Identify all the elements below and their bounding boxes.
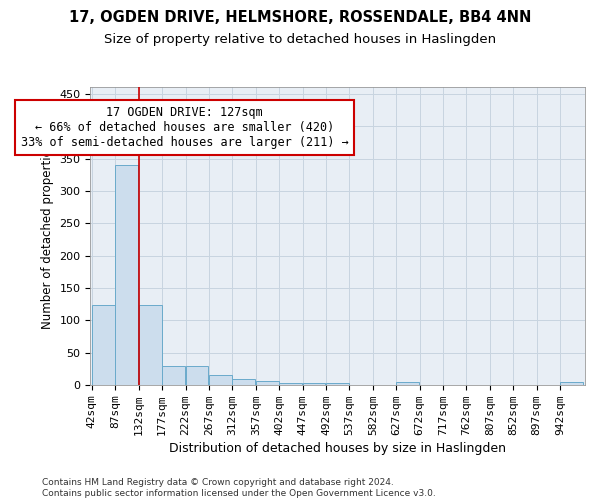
Text: 17, OGDEN DRIVE, HELMSHORE, ROSSENDALE, BB4 4NN: 17, OGDEN DRIVE, HELMSHORE, ROSSENDALE, … — [69, 10, 531, 25]
Y-axis label: Number of detached properties: Number of detached properties — [41, 143, 54, 329]
Text: 17 OGDEN DRIVE: 127sqm
← 66% of detached houses are smaller (420)
33% of semi-de: 17 OGDEN DRIVE: 127sqm ← 66% of detached… — [20, 106, 349, 148]
Bar — [162, 366, 185, 385]
Bar — [209, 375, 232, 385]
X-axis label: Distribution of detached houses by size in Haslingden: Distribution of detached houses by size … — [169, 442, 506, 455]
Bar — [396, 382, 419, 385]
Bar — [560, 382, 583, 385]
Bar — [232, 379, 255, 385]
Text: Size of property relative to detached houses in Haslingden: Size of property relative to detached ho… — [104, 32, 496, 46]
Bar — [139, 306, 161, 385]
Bar — [302, 383, 325, 385]
Bar — [92, 306, 115, 385]
Bar — [279, 383, 302, 385]
Bar — [115, 165, 138, 385]
Bar — [326, 383, 349, 385]
Text: Contains HM Land Registry data © Crown copyright and database right 2024.
Contai: Contains HM Land Registry data © Crown c… — [42, 478, 436, 498]
Bar — [185, 366, 208, 385]
Bar — [256, 381, 278, 385]
